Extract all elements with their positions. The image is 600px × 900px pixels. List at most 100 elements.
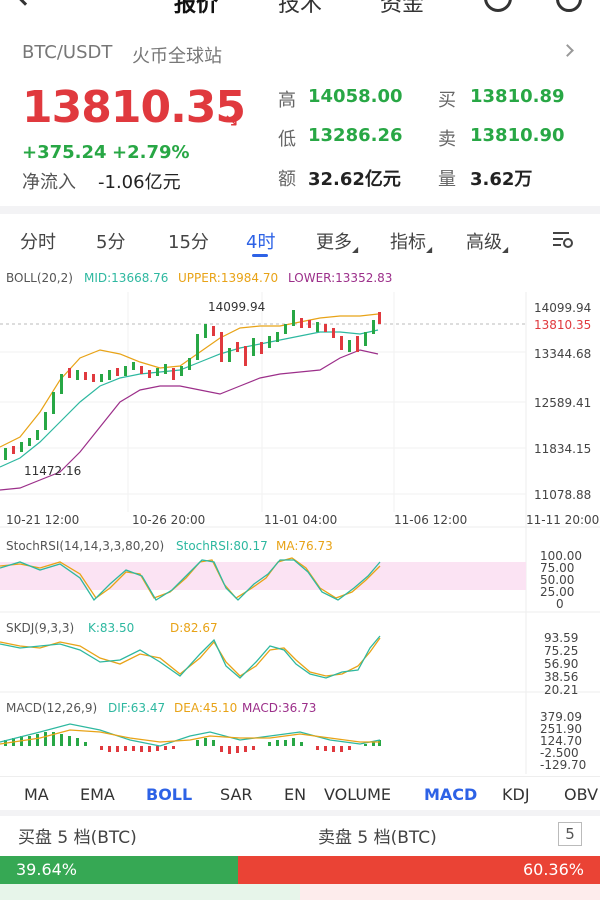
high-value: 14058.00 <box>308 86 403 107</box>
buy-percent: 39.64% <box>16 860 78 879</box>
buy-ratio-fill <box>0 856 238 884</box>
chevron-right-icon[interactable] <box>561 44 574 57</box>
macd-axis: 124.70 <box>540 734 582 748</box>
ask-row-bg <box>300 884 600 900</box>
indicator-volume[interactable]: VOLUME <box>324 785 391 804</box>
stochrsi-band <box>0 562 526 590</box>
section-divider <box>0 206 600 214</box>
macd-axis: -129.70 <box>540 758 586 772</box>
stochrsi-axis: 0 <box>556 597 564 611</box>
interval-timeshare[interactable]: 分时 <box>20 232 56 253</box>
boll-mid: MID:13668.76 <box>84 271 168 285</box>
amount-value: 32.62亿元 <box>308 169 401 190</box>
skdj-title: SKDJ(9,3,3) <box>6 621 74 635</box>
bid-row-bg <box>0 884 300 900</box>
price-axis-label: 14099.94 <box>534 301 591 315</box>
interval-indicators-label: 指标 <box>390 232 426 253</box>
menu-icon[interactable] <box>556 0 582 12</box>
kline-chart-svg: BOLL(20,2) MID:13668.76 UPPER:13984.70 L… <box>0 271 600 774</box>
indicator-bar: MA EMA BOLL SAR EN VOLUME MACD KDJ OBV <box>0 776 600 810</box>
buy-value: 13810.89 <box>470 86 565 107</box>
stochrsi-line <box>0 559 381 602</box>
macd-axis: 379.09 <box>540 710 582 724</box>
skdj-d: D:82.67 <box>170 621 218 635</box>
tab-technical[interactable]: 技术 <box>278 0 323 17</box>
top-nav: 报价 技术 资金 <box>0 0 600 20</box>
macd-value: MACD:36.73 <box>242 701 316 715</box>
macd-dif: DIF:63.47 <box>108 701 165 715</box>
volume-label: 量 <box>438 169 456 190</box>
stochrsi-axis: 75.00 <box>540 561 574 575</box>
sell-label: 卖 <box>438 129 456 150</box>
net-inflow-value: -1.06亿元 <box>98 172 181 193</box>
low-label: 低 <box>278 129 296 150</box>
indicator-boll[interactable]: BOLL <box>146 785 193 804</box>
macd-axis: -2.500 <box>540 746 579 760</box>
high-marker: 14099.94 <box>208 300 265 314</box>
stochrsi-axis: 25.00 <box>540 585 574 599</box>
skdj-axis: 75.25 <box>544 644 578 658</box>
buy-label: 买 <box>438 90 456 111</box>
macd-histogram <box>4 732 381 754</box>
time-axis-label: 10-26 20:00 <box>132 513 205 527</box>
boll-upper: UPPER:13984.70 <box>178 271 278 285</box>
indicator-obv[interactable]: OBV <box>564 785 599 804</box>
section-divider <box>0 810 600 816</box>
low-value: 13286.26 <box>308 125 403 146</box>
price-axis-label: 11834.15 <box>534 442 591 456</box>
orderbook-rows-peek <box>0 884 600 900</box>
search-icon[interactable] <box>484 0 512 12</box>
skdj-axis: 38.56 <box>544 670 578 684</box>
change-absolute: +375.24 <box>22 142 107 163</box>
down-arrow-icon: ↘ <box>224 110 240 131</box>
amount-label: 额 <box>278 169 296 190</box>
skdj-axis: 93.59 <box>544 631 578 645</box>
interval-15m[interactable]: 15分 <box>168 232 209 253</box>
indicator-macd[interactable]: MACD <box>424 785 478 804</box>
bid-book-title: 买盘 5 档(BTC) <box>18 828 137 848</box>
macd-dea-line <box>0 729 380 745</box>
interval-more[interactable]: 更多◢ <box>316 232 359 254</box>
interval-4h[interactable]: 4时 <box>246 232 276 253</box>
indicator-ma[interactable]: MA <box>24 785 49 804</box>
exchange-name: 火币全球站 <box>132 46 222 67</box>
macd-axis: 251.90 <box>540 722 582 736</box>
kline-chart[interactable]: BOLL(20,2) MID:13668.76 UPPER:13984.70 L… <box>0 262 600 774</box>
tab-funds[interactable]: 资金 <box>380 0 425 17</box>
net-inflow-label: 净流入 <box>22 172 76 193</box>
boll-upper-line <box>0 313 379 448</box>
skdj-axis: 20.21 <box>544 683 578 697</box>
indicator-ema[interactable]: EMA <box>80 785 115 804</box>
high-label: 高 <box>278 90 296 111</box>
sell-value: 13810.90 <box>470 125 565 146</box>
active-tab-underline <box>252 254 268 257</box>
interval-more-label: 更多 <box>316 232 352 253</box>
interval-5m[interactable]: 5分 <box>96 232 126 253</box>
depth-selector[interactable]: 5 <box>558 822 582 846</box>
boll-title: BOLL(20,2) <box>6 271 73 285</box>
time-axis-label: 11-11 20:00 <box>526 513 599 527</box>
interval-advanced-label: 高级 <box>466 232 502 253</box>
candlesticks <box>4 310 381 460</box>
skdj-k: K:83.50 <box>88 621 134 635</box>
tab-quote[interactable]: 报价 <box>174 0 219 17</box>
back-arrow-icon[interactable] <box>12 0 38 6</box>
macd-dif-line <box>0 723 381 747</box>
interval-indicators[interactable]: 指标◢ <box>390 232 433 254</box>
stochrsi-value: StochRSI:80.17 <box>176 539 268 553</box>
boll-mid-line <box>0 329 379 468</box>
stochrsi-title: StochRSI(14,14,3,3,80,20) <box>6 539 164 553</box>
indicator-sar[interactable]: SAR <box>220 785 253 804</box>
chart-settings-icon[interactable] <box>552 230 574 250</box>
low-marker: 11472.16 <box>24 464 81 478</box>
interval-advanced[interactable]: 高级◢ <box>466 232 509 254</box>
indicator-ene[interactable]: EN <box>284 785 307 804</box>
pair-name: BTC/USDT <box>22 42 113 63</box>
indicator-kdj[interactable]: KDJ <box>502 785 530 804</box>
volume-value: 3.62万 <box>470 169 533 190</box>
sell-percent: 60.36% <box>522 860 584 879</box>
price-axis-label: 13344.68 <box>534 347 591 361</box>
stochrsi-axis: 50.00 <box>540 573 574 587</box>
last-price: 13810.35 <box>22 82 246 133</box>
sell-ratio-fill <box>237 856 600 884</box>
